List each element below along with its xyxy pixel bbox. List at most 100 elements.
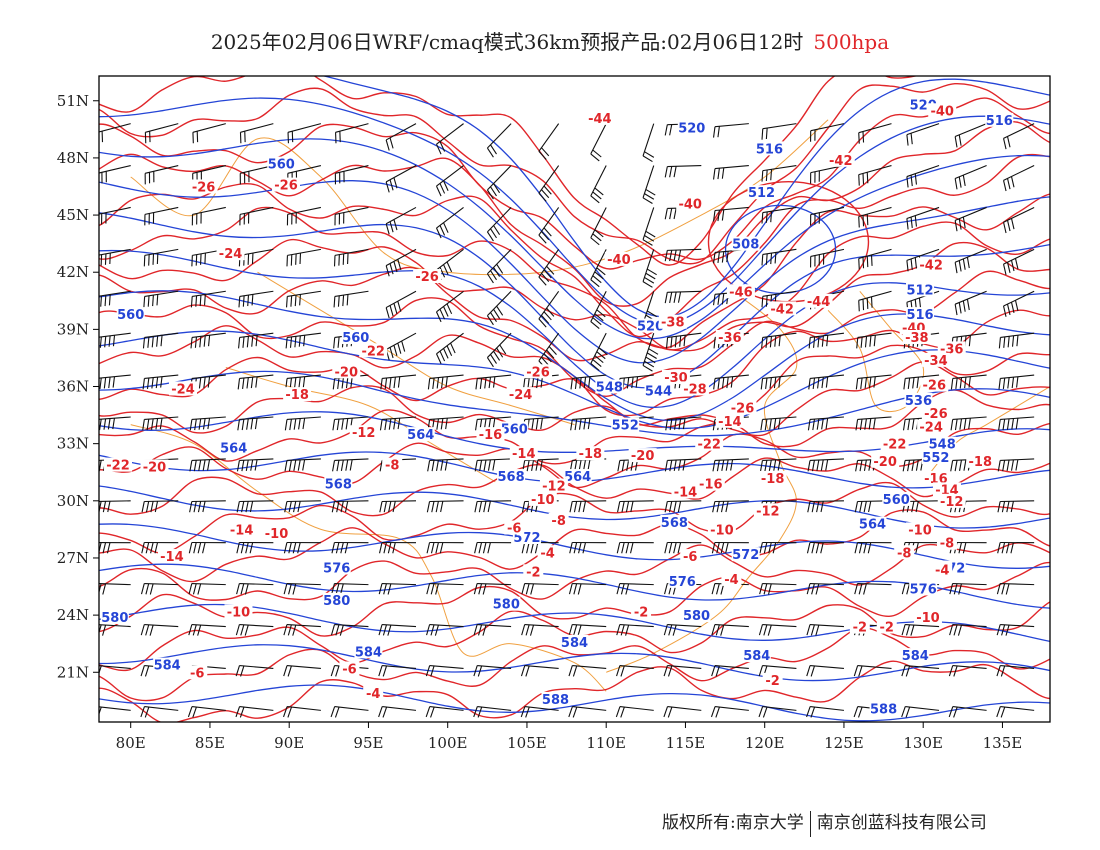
temperature-label: -28 [683, 382, 707, 397]
wind-barb [855, 374, 892, 390]
wind-barb [283, 665, 321, 677]
temperature-label: -4 [724, 573, 738, 588]
wind-barb [435, 290, 464, 323]
temperature-label: -24 [171, 382, 195, 397]
temperature-label-halo [928, 103, 957, 118]
wind-barb [285, 374, 321, 390]
temperature-label: -10 [265, 527, 289, 542]
x-tick-label: 125E [824, 734, 864, 752]
x-axis: 80E 85E 90E 95E 100E 105E 110E 115E 120E 125E 130E… [116, 722, 1023, 752]
wind-barb [283, 582, 321, 595]
wind-barb [568, 706, 607, 718]
wind-barb [906, 123, 940, 146]
temperature-label: -22 [361, 344, 385, 359]
temperature-label-halo [504, 520, 525, 535]
temperature-label: -24 [919, 421, 943, 436]
y-tick-label: 48N [57, 149, 89, 167]
wind-barb [426, 500, 464, 513]
temperature-label-halo [876, 619, 897, 634]
wind-barb [665, 416, 702, 431]
wind-barb [474, 500, 512, 513]
wind-barb [522, 458, 559, 472]
wind-barb [954, 290, 987, 316]
wind-barb [759, 582, 797, 595]
wind-barb [642, 333, 659, 372]
temperature-label-halo [224, 604, 253, 619]
wind-barb [520, 665, 559, 677]
temperature-label-halo [917, 419, 946, 434]
temperature-label: -34 [924, 354, 948, 369]
temperature-label: -8 [385, 459, 399, 474]
wind-barb [570, 374, 607, 390]
wind-barb [380, 374, 417, 390]
y-tick-label: 24N [57, 606, 89, 624]
temperature-label: -14 [674, 485, 698, 500]
wind-barb [284, 416, 321, 431]
height-label: 568 [661, 516, 688, 531]
isotherm-line [99, 153, 1050, 338]
temperature-label: -4 [366, 687, 380, 702]
wind-barb [99, 583, 131, 595]
height-label: 568 [498, 470, 525, 485]
border-line [130, 424, 607, 692]
height-label: 548 [929, 438, 956, 453]
temperature-label-halo [936, 535, 957, 550]
border-line [257, 271, 575, 426]
temperature-label-halo [762, 672, 783, 687]
wind-barb [1002, 248, 1035, 275]
wind-barb [236, 500, 274, 513]
height-label: 560 [501, 422, 528, 437]
temperature-label: -36 [718, 331, 742, 346]
isotherm-line [99, 193, 1050, 349]
wind-barb [713, 206, 749, 222]
temperature-label: -2 [634, 605, 648, 620]
wind-barb [190, 332, 226, 349]
wind-barb [521, 582, 559, 595]
temperature-label-halo [849, 619, 870, 634]
height-label: 580 [493, 598, 520, 613]
wind-barb [954, 206, 987, 232]
wind-barb [426, 541, 464, 554]
wind-barb [425, 706, 464, 718]
height-label: 588 [870, 702, 897, 717]
wind-barb [144, 164, 179, 185]
wind-barb [144, 123, 179, 144]
wind-barb [713, 374, 749, 390]
x-tick-label: 135E [983, 734, 1023, 752]
x-tick-label: 130E [903, 734, 943, 752]
height-label-halo [904, 392, 933, 407]
wind-barb [855, 416, 892, 431]
wind-barb [283, 541, 321, 554]
height-label: 560 [883, 493, 910, 508]
x-tick-label: 120E [745, 734, 785, 752]
wind-barb [378, 665, 417, 677]
wind-barb [538, 249, 560, 286]
wind-barb [330, 623, 369, 636]
wind-barb [475, 374, 512, 390]
y-axis: 51N 48N 45N 42N 39N 36N 33N 30N 27N 24N 21N [57, 92, 99, 681]
height-contour-line [99, 97, 1050, 325]
wind-barb [142, 374, 179, 390]
wind-barb [759, 541, 797, 554]
footer-divider [809, 810, 811, 837]
wind-barb [435, 123, 464, 155]
temperature-label-halo [528, 491, 557, 506]
temperature-label: -26 [731, 401, 755, 416]
temperature-label-halo [539, 478, 568, 493]
height-label: 580 [101, 611, 128, 626]
temperature-label: -42 [919, 259, 943, 274]
title-text: 2025年02月06日WRF/cmaq模式36km预报产品:02月06日12时 [210, 30, 804, 54]
temperature-label: -40 [678, 198, 702, 213]
height-label: 564 [407, 428, 434, 443]
wind-barb [473, 582, 512, 595]
y-tick-label: 45N [57, 206, 89, 224]
wind-barb [473, 623, 512, 636]
temperature-label: -14 [230, 523, 254, 538]
wind-barb [761, 332, 797, 349]
temperature-label: -4 [540, 546, 554, 561]
temperature-label-halo [921, 352, 950, 367]
temperature-label: -6 [507, 521, 521, 536]
wind-barb [331, 500, 369, 513]
temperature-label: -26 [923, 379, 947, 394]
wind-barb [713, 123, 749, 138]
